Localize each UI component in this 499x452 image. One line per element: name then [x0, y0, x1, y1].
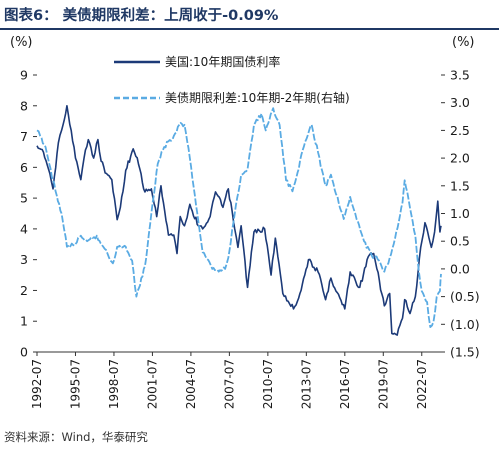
left-axis-tick-label: 4 [20, 221, 28, 236]
left-axis-tick-label: 1 [20, 314, 28, 329]
left-axis-tick-label: 2 [20, 283, 28, 298]
right-axis-tick-label: 0.0 [450, 261, 470, 276]
x-axis-tick-label: 2019-07 [376, 359, 390, 409]
x-axis-tick-label: 2001-07 [145, 359, 159, 409]
x-axis-tick-label: 2004-07 [184, 359, 198, 409]
right-axis-tick-label: 2.0 [450, 151, 470, 166]
title-rule [0, 28, 499, 30]
left-axis-tick-label: 9 [20, 68, 28, 83]
right-axis-tick-label: (1.0) [450, 317, 480, 332]
left-axis-ticks: 0 1 2 3 4 5 6 7 8 9 [20, 68, 37, 360]
x-axis-ticks: 1992-07 1995-07 1998-07 2001-07 2004-07 2007-… [30, 352, 429, 409]
right-axis-tick-label: (1.5) [450, 345, 480, 360]
source-note: 资料来源：Wind，华泰研究 [4, 430, 148, 444]
right-axis-tick-label: 2.5 [450, 123, 470, 138]
title-bar: 图表6： 美债期限利差：上周收于-0.09% [0, 0, 499, 30]
series-line-spread-10y-2y [36, 107, 442, 328]
rate-spread-chart: 0 1 2 3 4 5 6 7 8 9 (1.5) (1.0) (0.5) 0.0 0.5 1.0 1.5 2.… [10, 35, 480, 410]
right-axis-unit: (%) [452, 35, 475, 50]
left-axis-tick-label: 8 [20, 98, 28, 113]
left-axis-tick-label: 3 [20, 252, 28, 267]
left-axis-tick-label: 7 [20, 129, 28, 144]
right-axis-ticks: (1.5) (1.0) (0.5) 0.0 0.5 1.0 1.5 2.0 2.5 3.0 3.5 [441, 68, 480, 360]
legend: 美国:10年期国债利率 美债期限利差:10年期-2年期(右轴) [114, 54, 350, 105]
legend-label-spread: 美债期限利差:10年期-2年期(右轴) [165, 90, 350, 105]
x-axis-tick-label: 2007-07 [222, 359, 236, 409]
series-line-treasury-10y [36, 104, 442, 336]
x-axis-tick-label: 2013-07 [299, 359, 313, 409]
x-axis-tick-label: 2016-07 [338, 359, 352, 409]
legend-label-rate: 美国:10年期国债利率 [165, 54, 280, 69]
left-axis-tick-label: 5 [20, 191, 28, 206]
right-axis-tick-label: 3.5 [450, 68, 470, 83]
right-axis-tick-label: 3.0 [450, 95, 470, 110]
left-axis-tick-label: 0 [20, 345, 28, 360]
x-axis-tick-label: 2022-07 [415, 359, 429, 409]
right-axis-tick-label: 0.5 [450, 234, 470, 249]
left-axis-tick-label: 6 [20, 160, 28, 175]
x-axis-tick-label: 2010-07 [261, 359, 275, 409]
plot-area: 0 1 2 3 4 5 6 7 8 9 (1.5) (1.0) (0.5) 0.0 0.5 1.0 1.5 2.… [20, 68, 480, 410]
x-axis-tick-label: 1995-07 [68, 359, 82, 409]
left-axis-unit: (%) [10, 35, 33, 50]
x-axis-tick-label: 1998-07 [107, 359, 121, 409]
right-axis-tick-label: 1.0 [450, 206, 470, 221]
figure-title: 图表6： 美债期限利差：上周收于-0.09% [4, 8, 279, 24]
right-axis-tick-label: (0.5) [450, 289, 480, 304]
x-axis-tick-label: 1992-07 [30, 359, 44, 409]
right-axis-tick-label: 1.5 [450, 178, 470, 193]
series-lines [36, 104, 442, 336]
